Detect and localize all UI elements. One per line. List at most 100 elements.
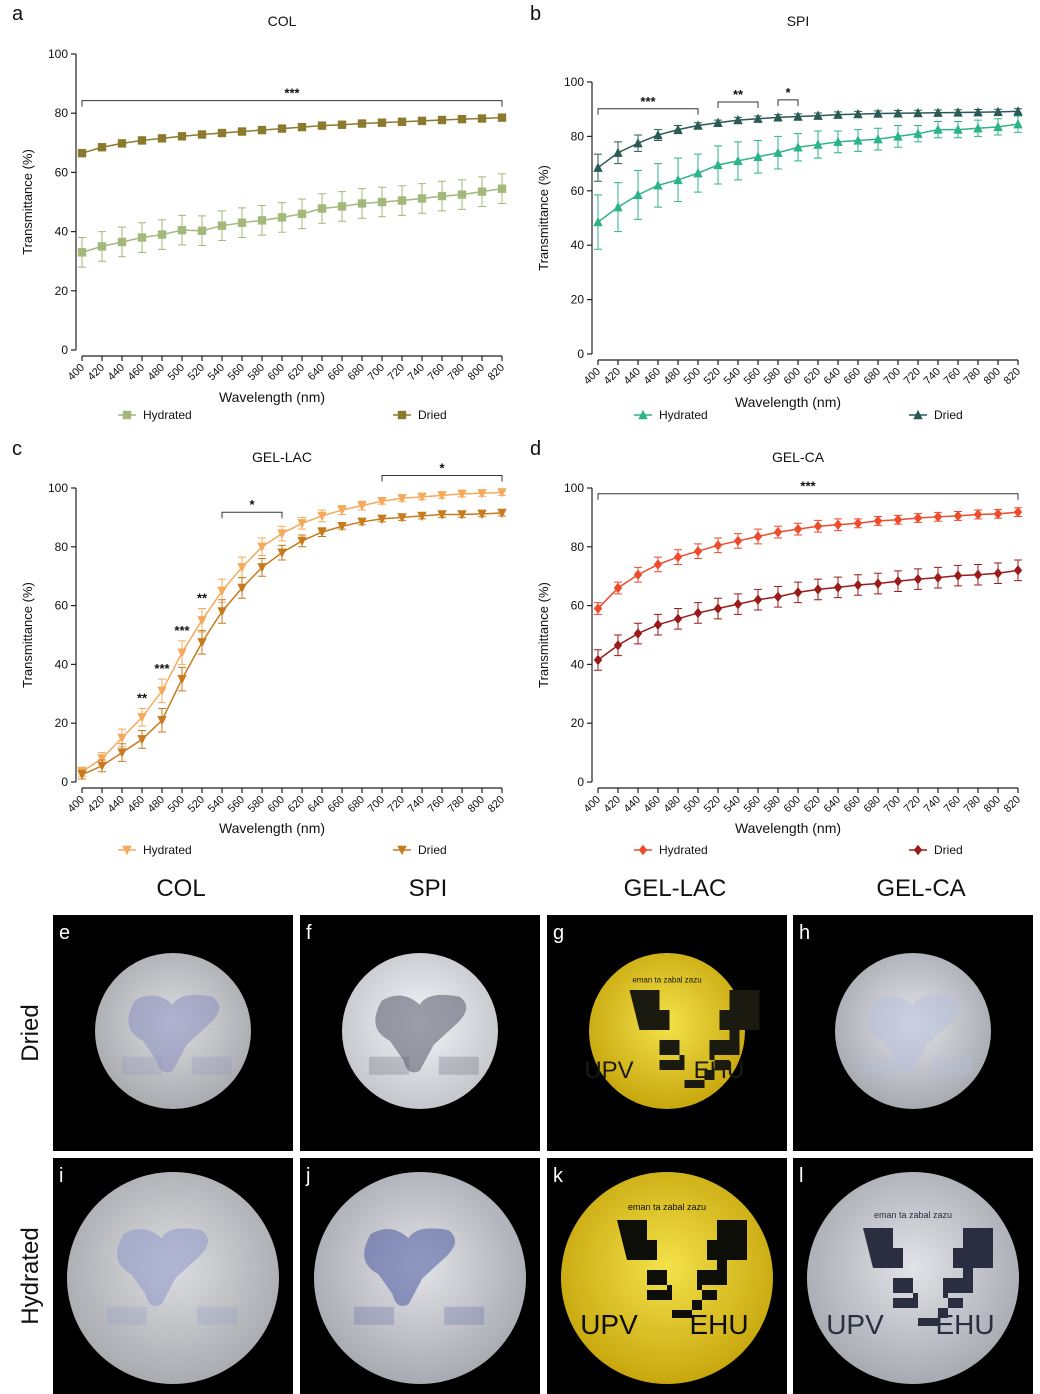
series-line: [82, 492, 502, 771]
x-tick-label: 540: [206, 794, 227, 815]
data-point: [117, 748, 126, 757]
data-point: [78, 248, 86, 256]
photo-text: eman ta zabal zazu: [632, 976, 701, 985]
y-axis-label: Transmittance (%): [20, 582, 35, 688]
x-tick-label: 500: [682, 366, 703, 387]
x-tick-label: 600: [782, 794, 803, 815]
data-point: [238, 127, 246, 135]
y-tick-label: 100: [564, 481, 584, 495]
x-tick-label: 480: [146, 794, 167, 815]
data-point: [694, 546, 702, 556]
x-tick-label: 600: [266, 794, 287, 815]
column-header: SPI: [409, 875, 448, 902]
data-point: [77, 770, 86, 779]
y-tick-label: 0: [577, 775, 584, 789]
data-point: [378, 198, 386, 206]
x-tick-label: 700: [882, 366, 903, 387]
data-point: [118, 238, 126, 246]
x-tick-label: 420: [86, 362, 107, 383]
data-point: [418, 117, 426, 125]
y-tick-label: 20: [571, 716, 585, 730]
legend-marker: [639, 845, 647, 855]
data-point: [458, 190, 466, 198]
photo-panel: eman ta zabal zazuUPVEHUl: [793, 1158, 1033, 1394]
data-point: [358, 119, 366, 127]
y-tick-label: 60: [571, 599, 585, 613]
y-tick-label: 20: [55, 716, 69, 730]
x-tick-label: 520: [186, 794, 207, 815]
data-point: [914, 574, 922, 584]
significance-label: ***: [154, 661, 170, 676]
y-tick-label: 60: [55, 599, 69, 613]
x-tick-label: 560: [742, 794, 763, 815]
photo-panel: f: [300, 915, 540, 1151]
data-point: [994, 509, 1002, 519]
x-tick-label: 740: [406, 362, 427, 383]
x-tick-label: 820: [486, 794, 507, 815]
data-point: [398, 118, 406, 126]
data-point: [118, 139, 126, 147]
photo-text: eman ta zabal zazu: [628, 1202, 706, 1212]
data-point: [1014, 507, 1022, 517]
photo-panel: h: [793, 915, 1033, 1151]
significance-bracket: [82, 101, 502, 107]
panel-letter: h: [799, 922, 810, 944]
data-point: [258, 126, 266, 134]
x-tick-label: 720: [902, 794, 923, 815]
data-point: [734, 536, 742, 546]
data-point: [318, 121, 326, 129]
x-tick-label: 440: [622, 794, 643, 815]
chart-title: COL: [268, 13, 297, 29]
data-point: [218, 129, 226, 137]
panel-letter: e: [59, 922, 70, 944]
x-tick-label: 700: [366, 794, 387, 815]
figure: aCOL020406080100400420440460480500520540…: [0, 0, 1040, 1394]
x-tick-label: 620: [802, 794, 823, 815]
x-tick-label: 740: [922, 366, 943, 387]
x-tick-label: 600: [782, 366, 803, 387]
data-point: [974, 509, 982, 519]
y-tick-label: 100: [48, 481, 68, 495]
data-point: [137, 735, 146, 744]
x-axis-label: Wavelength (nm): [219, 820, 325, 836]
data-point: [974, 570, 982, 580]
x-tick-label: 720: [902, 366, 923, 387]
y-tick-label: 20: [55, 284, 69, 298]
x-tick-label: 540: [722, 366, 743, 387]
data-point: [298, 210, 306, 218]
x-tick-label: 640: [822, 366, 843, 387]
data-point: [438, 192, 446, 200]
x-tick-label: 740: [922, 794, 943, 815]
data-point: [593, 217, 602, 226]
x-tick-label: 420: [602, 794, 623, 815]
chart-title: GEL-CA: [772, 449, 825, 465]
photo-panel: e: [53, 915, 293, 1151]
legend-marker: [914, 845, 922, 855]
x-tick-label: 480: [662, 794, 683, 815]
x-tick-label: 540: [722, 794, 743, 815]
x-tick-label: 660: [326, 362, 347, 383]
y-tick-label: 20: [571, 293, 585, 307]
x-tick-label: 640: [306, 794, 327, 815]
data-point: [158, 230, 166, 238]
x-axis-label: Wavelength (nm): [219, 389, 325, 405]
x-tick-label: 680: [346, 794, 367, 815]
significance-label: *: [439, 460, 445, 475]
y-tick-label: 80: [571, 129, 585, 143]
x-tick-label: 400: [582, 794, 603, 815]
y-tick-label: 80: [571, 540, 585, 554]
panel-letter: f: [306, 922, 312, 944]
x-tick-label: 820: [1002, 366, 1023, 387]
x-tick-label: 760: [426, 794, 447, 815]
chart-title: GEL-LAC: [252, 449, 312, 465]
y-tick-label: 80: [55, 540, 69, 554]
photo-text: EHU: [689, 1309, 748, 1340]
y-tick-label: 40: [55, 225, 69, 239]
photo-text: UPV: [580, 1309, 638, 1340]
y-tick-label: 0: [577, 347, 584, 361]
data-point: [178, 132, 186, 140]
legend-marker: [398, 411, 406, 419]
data-point: [178, 226, 186, 234]
x-tick-label: 460: [126, 362, 147, 383]
y-tick-label: 80: [55, 106, 69, 120]
